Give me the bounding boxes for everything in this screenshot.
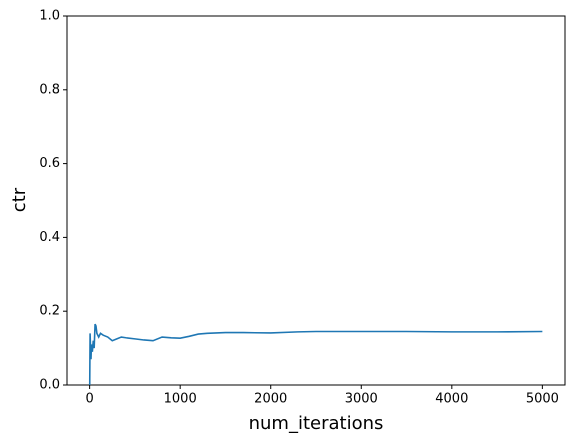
x-tick-label: 2000 [254, 392, 287, 407]
y-tick-label: 0.4 [39, 230, 60, 245]
y-tick-label: 0.2 [39, 304, 60, 319]
y-axis-label: ctr [9, 187, 30, 212]
x-tick-label: 0 [85, 392, 93, 407]
y-tick-label: 0.6 [39, 156, 60, 171]
x-tick-label: 5000 [526, 392, 559, 407]
x-tick-label: 1000 [164, 392, 197, 407]
y-tick-label: 1.0 [39, 9, 60, 24]
x-tick-label: 3000 [345, 392, 378, 407]
plot-frame [66, 15, 566, 386]
y-tick-label: 0.0 [39, 378, 60, 393]
y-tick-label: 0.8 [39, 82, 60, 97]
x-axis-label: num_iterations [249, 413, 384, 434]
data-line [88, 323, 543, 386]
x-tick-label: 4000 [435, 392, 468, 407]
